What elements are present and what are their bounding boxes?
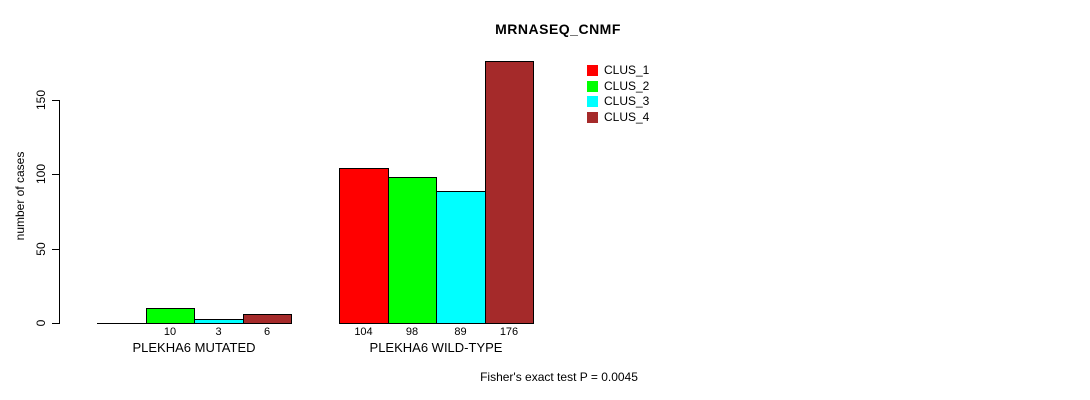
bar-clus_3-mutated	[194, 319, 244, 324]
group-label-mutated: PLEKHA6 MUTATED	[132, 340, 256, 355]
bar-value-label: 98	[405, 326, 419, 338]
y-axis-tick	[52, 323, 59, 324]
legend-item-clus_2: CLUS_2	[587, 78, 650, 93]
group-label-wild-type: PLEKHA6 WILD-TYPE	[369, 340, 503, 355]
bar-value-label: 6	[263, 326, 271, 338]
y-axis-tick	[52, 174, 59, 175]
y-tick-label: 50	[34, 242, 48, 256]
legend-item-clus_1: CLUS_1	[587, 63, 650, 77]
bar-value-label: 89	[454, 326, 467, 338]
y-tick-label: 0	[34, 319, 48, 327]
chart-title: MRNASEQ_CNMF	[495, 21, 621, 37]
legend-item-clus_4: CLUS_4	[587, 110, 650, 125]
p-value-annotation: Fisher's exact test P = 0.0045	[480, 370, 638, 384]
legend-swatch-clus_4	[587, 112, 598, 124]
legend-item-clus_3: CLUS_3	[587, 94, 650, 109]
y-axis-tick	[52, 100, 59, 101]
legend-label: CLUS_2	[604, 78, 650, 93]
legend-label: CLUS_1	[604, 63, 650, 77]
y-tick-label: 150	[34, 89, 48, 111]
bar-value-label: 176	[499, 326, 519, 338]
bar-clus_2-mutated	[146, 308, 195, 324]
y-axis-tick	[52, 249, 59, 250]
bar-clus_2-wild-type	[388, 177, 437, 324]
legend-label: CLUS_3	[604, 94, 650, 109]
bar-value-label: 10	[163, 326, 177, 338]
bar-clus_1-wild-type	[339, 168, 389, 324]
y-tick-label: 100	[34, 163, 48, 185]
bar-clus_1-zero	[97, 323, 147, 324]
legend-swatch-clus_3	[587, 96, 598, 108]
legend-swatch-clus_2	[587, 80, 598, 92]
bar-clus_4-mutated	[243, 314, 292, 324]
y-axis-line	[59, 100, 60, 324]
legend-label: CLUS_4	[604, 110, 650, 125]
bar-value-label: 104	[354, 326, 373, 338]
y-axis-title: number of cases	[13, 151, 27, 241]
legend-swatch-clus_1	[587, 65, 598, 76]
legend: CLUS_1 CLUS_2 CLUS_3 CLUS_4	[587, 63, 650, 128]
bar-clus_3-wild-type	[436, 191, 486, 324]
bar-clus_4-wild-type	[485, 61, 534, 324]
bar-value-label: 3	[215, 326, 222, 338]
